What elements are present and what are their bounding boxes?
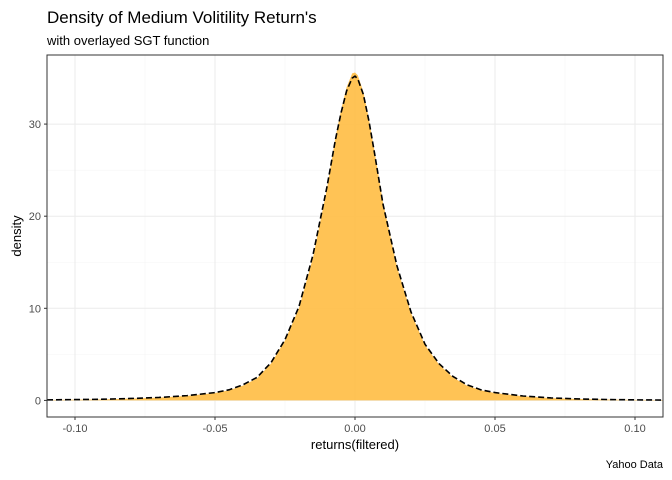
x-tick-label: -0.10 [62, 423, 87, 435]
sgt-line-layer [46, 75, 664, 401]
chart-subtitle: with overlayed SGT function [47, 33, 210, 48]
sgt-fit-line [46, 75, 664, 401]
x-tick-label: -0.05 [202, 423, 227, 435]
y-tick-label: 0 [35, 395, 41, 407]
x-tick-label: 0.05 [484, 423, 505, 435]
x-tick-label: 0.00 [344, 423, 365, 435]
y-axis: 0 10 20 30 [29, 119, 47, 407]
y-tick-label: 20 [29, 211, 41, 223]
chart-caption: Yahoo Data [605, 459, 663, 471]
density-area [47, 72, 663, 401]
x-axis: -0.10 -0.05 0.00 0.05 0.10 [62, 417, 646, 435]
y-tick-label: 30 [29, 119, 41, 131]
density-area-layer [47, 72, 663, 401]
y-axis-title: density [9, 215, 24, 257]
chart-title: Density of Medium Volitility Return's [47, 8, 317, 27]
y-tick-label: 10 [29, 303, 41, 315]
x-tick-label: 0.10 [624, 423, 645, 435]
x-axis-title: returns(filtered) [311, 437, 399, 452]
